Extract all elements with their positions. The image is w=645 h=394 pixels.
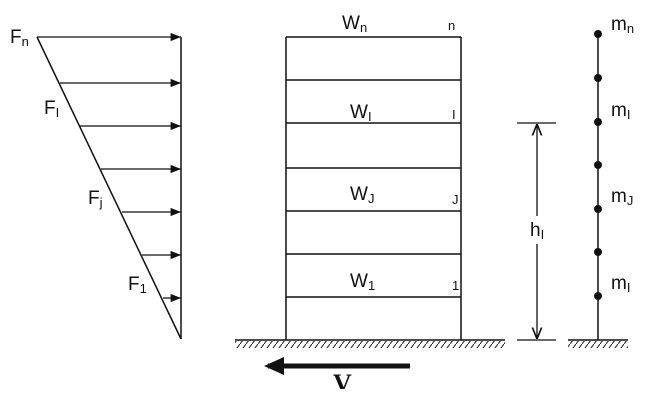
weight-label-n: Wn xyxy=(342,13,367,35)
load-label-i: FI xyxy=(44,98,59,120)
base-shear-label: V xyxy=(333,369,352,389)
mass-node xyxy=(594,161,602,169)
mass-label-1: mI xyxy=(611,273,630,295)
load-label-j: Fj xyxy=(88,188,103,210)
floor-index-1: 1 xyxy=(452,278,459,293)
ground-hatch xyxy=(235,341,505,348)
mass-node-i xyxy=(594,118,602,126)
base-shear-arrowhead xyxy=(264,357,284,375)
mass-node-n xyxy=(594,30,602,38)
mass-node-1 xyxy=(594,292,602,300)
dim-label-bg xyxy=(528,216,550,244)
mass-node xyxy=(594,74,602,82)
floor-index-j: J xyxy=(452,192,459,207)
weight-label-i: WI xyxy=(350,102,372,124)
height-label: hI xyxy=(530,220,544,242)
load-label-1: F1 xyxy=(128,274,147,296)
building-frame: Wn WI WJ W1 n I J 1 V xyxy=(235,13,505,394)
mass-label-i: mI xyxy=(611,100,630,122)
floor-index-i: I xyxy=(452,107,456,122)
lumped-mass-model: mn mI mJ mI xyxy=(568,14,634,348)
load-label-n: Fn xyxy=(10,27,29,49)
mass-node xyxy=(594,248,602,256)
floor-index-n: n xyxy=(448,18,455,33)
mass-label-n: mn xyxy=(611,14,634,36)
load-distribution: Fn FI Fj F1 xyxy=(10,27,182,340)
weight-label-1: W1 xyxy=(350,271,375,293)
weight-label-j: WJ xyxy=(350,184,374,206)
load-hypotenuse xyxy=(36,36,182,340)
mass-label-j: mJ xyxy=(611,186,633,208)
mass-node-j xyxy=(594,205,602,213)
mass-ground-hatch xyxy=(568,341,628,348)
height-dimension: hI xyxy=(517,122,556,341)
